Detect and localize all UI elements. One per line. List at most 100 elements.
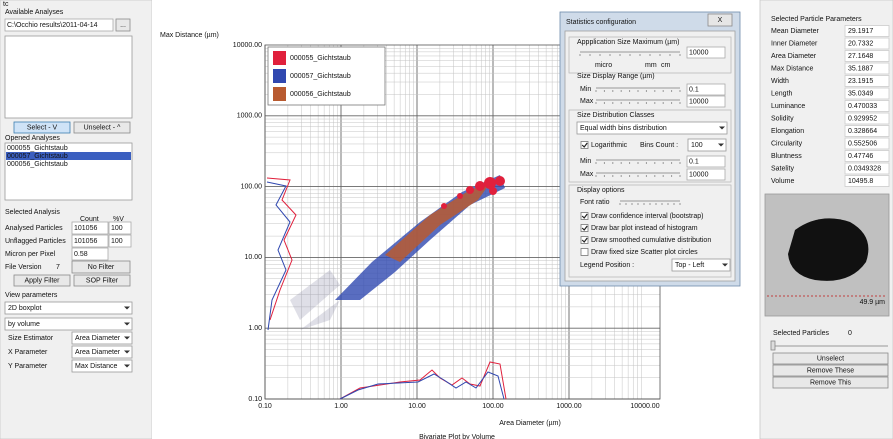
dropdown[interactable] (687, 138, 727, 152)
column-header: %V (113, 216, 124, 223)
scatter-point (495, 176, 505, 186)
legend-swatch (273, 69, 286, 83)
value: 0.58 (74, 251, 88, 258)
x-tick-label: 1000.00 (556, 403, 581, 410)
param-label: Circularity (771, 140, 803, 147)
button[interactable] (73, 274, 131, 287)
value-box (108, 221, 132, 235)
dropdown-arrow (722, 263, 728, 267)
label: 7 (56, 264, 60, 271)
label: Bins Count : (640, 142, 678, 149)
legend-swatch (273, 51, 286, 65)
group-box (568, 109, 732, 183)
checkbox[interactable] (580, 141, 589, 149)
param-value: 0.552506 (848, 140, 877, 147)
scatter-cloud (290, 270, 340, 330)
dropdown[interactable] (71, 331, 133, 345)
row-label: Unflagged Particles (5, 238, 66, 245)
plot-title: Bivariate Plot by Volume (419, 434, 495, 439)
x-axis-title: Area Diameter (µm) (499, 420, 561, 427)
button-label: X (718, 17, 723, 24)
param-value: 35.0349 (848, 90, 873, 97)
button[interactable] (772, 376, 889, 389)
y-tick-label: 10000.00 (233, 42, 262, 49)
dropdown[interactable] (4, 301, 133, 315)
checkbox[interactable] (580, 212, 589, 220)
y-tick-label: 100.00 (241, 183, 263, 190)
param-value: 10495.8 (848, 178, 873, 185)
selected-row (6, 152, 131, 160)
button[interactable] (772, 352, 889, 365)
particle (788, 218, 869, 281)
dropdown[interactable] (671, 258, 731, 272)
dropdown-value: Max Distance (75, 363, 118, 370)
value: 100 (111, 225, 123, 232)
param-value: 29.1917 (848, 28, 873, 35)
x-tick-label: 10000.00 (630, 403, 659, 410)
value-box (844, 25, 890, 37)
row-label: Analysed Particles (5, 225, 63, 232)
label: Opened Analyses (5, 135, 60, 142)
scatter-point (484, 177, 496, 189)
value-box (71, 234, 109, 248)
dropdown-value: Equal width bins distribution (580, 125, 667, 132)
dropdown-value: 100 (691, 142, 703, 149)
checkbox[interactable] (580, 236, 589, 244)
param-label: Mean Diameter (771, 28, 820, 35)
unit-label: micro (595, 62, 612, 69)
check-mark (581, 237, 588, 243)
x-tick-label: 100.00 (482, 403, 504, 410)
checkbox[interactable] (580, 248, 589, 256)
value-box (844, 62, 890, 75)
button[interactable] (13, 274, 71, 287)
check-mark (581, 225, 588, 231)
button-label: Remove This (810, 379, 852, 386)
group-box (568, 184, 732, 278)
analyses-list (4, 35, 133, 119)
button[interactable] (115, 18, 131, 32)
button[interactable] (73, 121, 131, 134)
dropdown-arrow (124, 364, 130, 368)
dropdown-value: Top - Left (675, 262, 704, 269)
label: Legend Position : (580, 262, 634, 269)
unit-label: cm (661, 62, 671, 69)
dropdown-value: 2D boxplot (8, 305, 42, 312)
param-label: Luminance (771, 103, 805, 110)
button-label: SOP Filter (86, 277, 119, 284)
column-header: Count (80, 216, 99, 223)
button[interactable] (71, 260, 131, 274)
scatter-point (466, 186, 474, 194)
dropdown-arrow (124, 350, 130, 354)
value-box (844, 137, 890, 150)
dropdown-value: Area Diameter (75, 349, 121, 356)
value-box (844, 175, 890, 187)
x-tick-label: 1.00 (334, 403, 348, 410)
dropdown-arrow (124, 306, 130, 310)
dropdown[interactable] (71, 345, 133, 359)
button[interactable] (13, 121, 71, 134)
checkbox-label: Draw fixed size Scatter plot circles (591, 249, 698, 256)
checkbox[interactable] (580, 224, 589, 232)
path-field (4, 18, 114, 32)
label: Max (580, 98, 594, 105)
value-box (686, 95, 726, 108)
dropdown-value: by volume (8, 321, 40, 328)
param-label: Max Distance (771, 65, 814, 72)
dropdown[interactable] (576, 121, 728, 135)
slider-thumb[interactable] (770, 340, 776, 351)
button[interactable] (772, 364, 889, 377)
scatter-point (489, 187, 497, 195)
value: 101056 (74, 238, 97, 245)
legend (267, 46, 386, 106)
label: Size Distribution Classes (577, 112, 655, 119)
scatter-point (457, 193, 463, 199)
button[interactable] (707, 13, 733, 27)
y-tick-label: 0.10 (248, 396, 262, 403)
scatter-point (441, 203, 447, 209)
dropdown[interactable] (4, 317, 133, 331)
dropdown[interactable] (71, 359, 133, 373)
param-label: Elongation (771, 128, 804, 135)
legend-label: 000056_Gichtstaub (290, 91, 351, 98)
value-box (71, 221, 109, 235)
label: Selected Particle Parameters (771, 16, 862, 23)
